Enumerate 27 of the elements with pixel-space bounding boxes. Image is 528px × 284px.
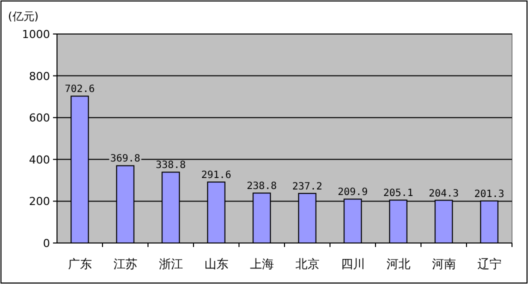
x-tick-label: 山东 (204, 257, 228, 271)
x-tick-label: 四川 (340, 257, 365, 271)
y-axis-title: (亿元) (8, 10, 39, 23)
data-label: 205.1 (383, 188, 414, 200)
data-label: 204.3 (428, 188, 459, 200)
x-tick-label: 浙江 (158, 257, 183, 271)
data-label: 201.3 (474, 188, 504, 200)
x-tick-label: 广东 (68, 257, 92, 271)
x-tick-label: 河北 (386, 257, 410, 271)
x-tick-label: 辽宁 (477, 257, 502, 271)
x-tick-label: 上海 (250, 257, 274, 271)
data-label: 702.6 (64, 84, 95, 96)
x-tick-label: 江苏 (113, 257, 138, 271)
y-tick-label: 200 (29, 195, 50, 208)
y-tick-label: 800 (29, 70, 50, 83)
y-tick-label: 400 (29, 153, 50, 166)
data-label: 238.8 (246, 181, 277, 192)
data-label: 237.2 (292, 181, 322, 192)
x-tick-label: 北京 (295, 257, 320, 271)
data-label: 209.9 (338, 187, 368, 198)
y-tick-label: 600 (29, 112, 50, 125)
y-tick-label: 0 (43, 237, 50, 250)
y-tick-label: 1000 (22, 28, 50, 41)
data-label: 369.8 (110, 154, 140, 165)
data-label: 338.8 (156, 160, 186, 172)
x-tick-label: 河南 (432, 257, 456, 271)
data-label: 291.6 (201, 170, 232, 182)
